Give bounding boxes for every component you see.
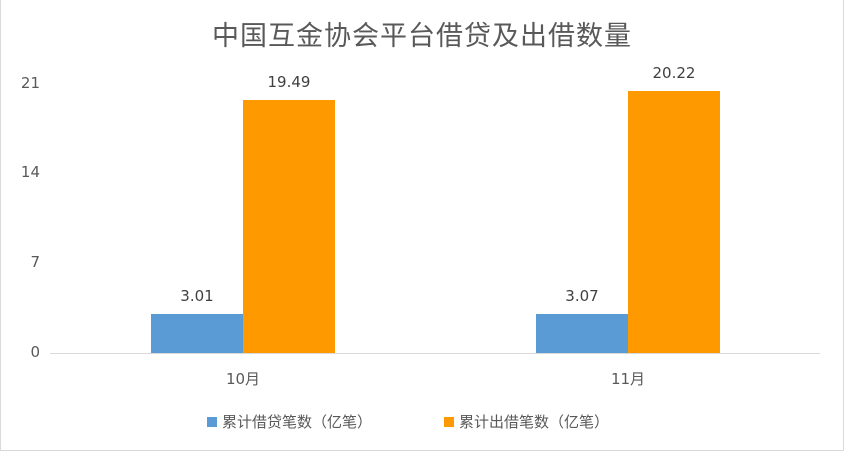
bar-loans-oct	[151, 314, 243, 353]
y-tick-14: 14	[20, 163, 40, 181]
legend-item-loans: 累计借贷笔数（亿笔）	[207, 411, 372, 432]
legend-item-lending: 累计出借笔数（亿笔）	[444, 411, 609, 432]
bar-lending-oct	[243, 100, 335, 353]
legend-swatch-blue	[207, 416, 217, 427]
data-label-loans-oct: 3.01	[180, 287, 214, 305]
chart-title: 中国互金协会平台借贷及出借数量	[212, 21, 632, 52]
y-tick-0: 0	[30, 343, 40, 361]
bar-lending-nov	[628, 91, 720, 353]
legend-label-lending: 累计出借笔数（亿笔）	[459, 413, 610, 431]
x-axis-line	[50, 353, 820, 354]
y-tick-7: 7	[30, 253, 40, 271]
legend-label-loans: 累计借贷笔数（亿笔）	[222, 413, 373, 431]
legend-swatch-orange	[444, 416, 454, 427]
x-label-oct: 10月	[225, 370, 261, 388]
data-label-lending-oct: 19.49	[267, 73, 311, 91]
y-tick-21: 21	[20, 74, 40, 92]
x-label-nov: 11月	[610, 370, 646, 388]
bar-loans-nov	[536, 314, 628, 353]
data-label-loans-nov: 3.07	[565, 287, 599, 305]
data-label-lending-nov: 20.22	[652, 64, 696, 82]
